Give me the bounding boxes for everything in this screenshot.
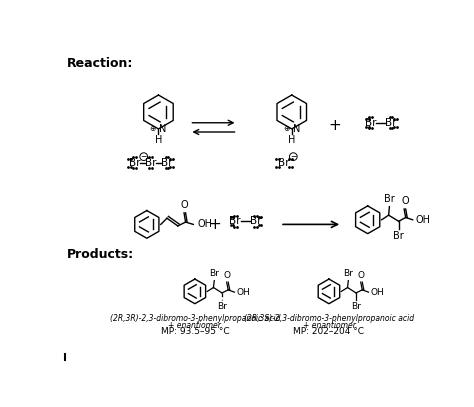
Text: N: N — [159, 124, 166, 134]
Text: O: O — [224, 271, 231, 280]
Text: H: H — [155, 135, 162, 145]
Text: Br: Br — [365, 118, 376, 128]
Text: Br: Br — [210, 269, 219, 278]
Text: +: + — [208, 217, 220, 232]
Text: Br: Br — [393, 231, 404, 241]
Text: ⊕: ⊕ — [283, 125, 290, 133]
Text: (2R,3S)-2,3-dibromo-3-phenylpropanoic acid: (2R,3S)-2,3-dibromo-3-phenylpropanoic ac… — [244, 315, 414, 324]
Text: O: O — [358, 271, 365, 280]
Text: Br: Br — [351, 302, 361, 311]
Text: OH: OH — [371, 288, 384, 297]
Text: Reaction:: Reaction: — [67, 57, 133, 70]
Text: Br: Br — [385, 118, 397, 128]
Text: Br: Br — [128, 158, 140, 168]
Text: (2R,3R)-2,3-dibromo-3-phenylpropanoic acid: (2R,3R)-2,3-dibromo-3-phenylpropanoic ac… — [109, 315, 280, 324]
Text: + enantiomer: + enantiomer — [302, 322, 356, 330]
Text: +: + — [328, 118, 341, 133]
Text: MP: 202–204 °C: MP: 202–204 °C — [293, 327, 365, 336]
Text: OH: OH — [237, 288, 250, 297]
Text: MP: 93.5–95 °C: MP: 93.5–95 °C — [161, 327, 229, 336]
Text: −: − — [140, 152, 147, 161]
Text: Br: Br — [161, 158, 173, 168]
Text: Br: Br — [229, 216, 241, 226]
Text: Br: Br — [384, 195, 395, 204]
Text: O: O — [401, 196, 409, 206]
Text: + enantiomer: + enantiomer — [168, 322, 221, 330]
Text: H: H — [288, 135, 295, 145]
Text: O: O — [181, 200, 189, 210]
Text: N: N — [292, 124, 300, 134]
Text: −: − — [290, 152, 297, 161]
Text: OH: OH — [197, 219, 212, 230]
Text: Br: Br — [145, 158, 156, 168]
Text: Br: Br — [250, 216, 261, 226]
Text: Br: Br — [278, 158, 290, 168]
Text: ⊕: ⊕ — [150, 125, 156, 133]
Text: Br: Br — [343, 269, 353, 278]
Text: OH: OH — [416, 215, 431, 225]
Text: Products:: Products: — [67, 247, 134, 260]
Text: Br: Br — [217, 302, 227, 311]
